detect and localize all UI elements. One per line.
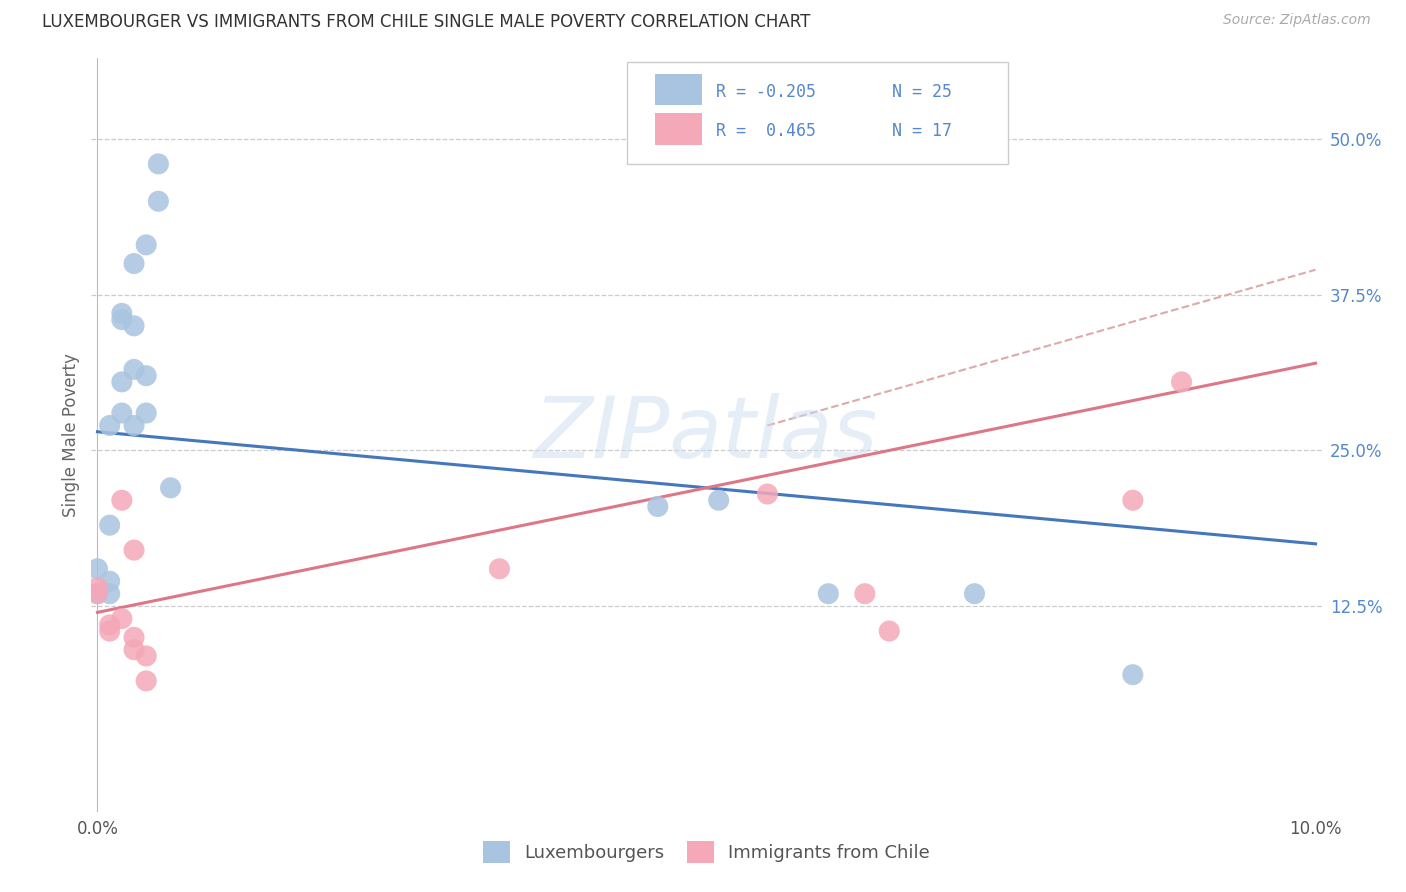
Point <box>122 630 145 644</box>
Point <box>111 312 134 326</box>
Legend: Luxembourgers, Immigrants from Chile: Luxembourgers, Immigrants from Chile <box>477 834 936 871</box>
Point <box>707 493 730 508</box>
Point <box>1122 667 1144 681</box>
Point <box>111 406 134 420</box>
Point <box>122 256 145 270</box>
FancyBboxPatch shape <box>627 62 1008 163</box>
Point <box>98 518 121 533</box>
Point <box>86 587 108 601</box>
Point <box>111 493 134 508</box>
Point <box>1170 375 1192 389</box>
Point <box>122 642 145 657</box>
Point <box>98 418 121 433</box>
Point <box>135 673 157 688</box>
Point <box>111 612 134 626</box>
Point <box>86 581 108 595</box>
Point <box>122 318 145 333</box>
FancyBboxPatch shape <box>655 113 702 145</box>
Point <box>135 238 157 252</box>
Point <box>135 648 157 663</box>
Text: N = 17: N = 17 <box>893 122 952 140</box>
Point <box>647 500 669 514</box>
Text: N = 25: N = 25 <box>893 83 952 101</box>
Point <box>877 624 900 638</box>
Point <box>853 587 876 601</box>
Point <box>86 587 108 601</box>
Point <box>963 587 986 601</box>
Text: R = -0.205: R = -0.205 <box>716 83 817 101</box>
FancyBboxPatch shape <box>655 74 702 105</box>
Point <box>756 487 779 501</box>
Text: ZIPatlas: ZIPatlas <box>534 393 879 476</box>
Text: R =  0.465: R = 0.465 <box>716 122 817 140</box>
Point <box>98 617 121 632</box>
Point <box>135 368 157 383</box>
Point <box>86 562 108 576</box>
Point <box>159 481 181 495</box>
Text: Source: ZipAtlas.com: Source: ZipAtlas.com <box>1223 13 1371 28</box>
Point <box>98 574 121 589</box>
Point <box>98 587 121 601</box>
Point <box>122 543 145 558</box>
Point <box>111 306 134 320</box>
Y-axis label: Single Male Poverty: Single Male Poverty <box>62 353 80 516</box>
Point <box>148 157 170 171</box>
Point <box>111 375 134 389</box>
Point <box>122 418 145 433</box>
Point <box>122 362 145 376</box>
Point <box>135 406 157 420</box>
Point <box>817 587 839 601</box>
Point <box>488 562 510 576</box>
Point <box>98 624 121 638</box>
Point <box>1122 493 1144 508</box>
Text: LUXEMBOURGER VS IMMIGRANTS FROM CHILE SINGLE MALE POVERTY CORRELATION CHART: LUXEMBOURGER VS IMMIGRANTS FROM CHILE SI… <box>42 13 810 31</box>
Point <box>148 194 170 209</box>
